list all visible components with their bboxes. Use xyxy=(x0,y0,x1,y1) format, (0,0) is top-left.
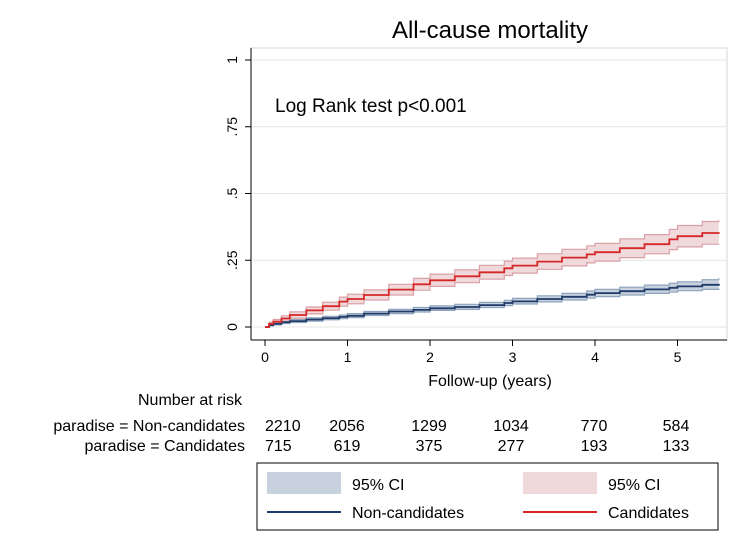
legend-swatch-ci-non-candidates xyxy=(267,472,341,494)
legend-label-ci-non-candidates: 95% CI xyxy=(352,477,404,494)
risk-row-label-non-candidates: paradise = Non-candidates xyxy=(53,418,245,435)
x-axis-label: Follow-up (years) xyxy=(428,373,552,390)
x-tick-label-3: 3 xyxy=(509,349,517,365)
ci-upper-non-candidates xyxy=(265,278,720,328)
ci-upper-candidates xyxy=(265,220,720,328)
risk-value-row0-col0: 2210 xyxy=(265,418,301,435)
gridlines xyxy=(251,59,727,328)
x-tick-label-2: 2 xyxy=(426,349,434,365)
risk-value-row1-col2: 375 xyxy=(416,438,443,455)
plot-area xyxy=(250,47,728,341)
ci-bands xyxy=(265,220,720,328)
y-tick-label-1: .25 xyxy=(224,250,240,270)
x-tick-label-4: 4 xyxy=(591,349,599,365)
risk-value-row1-col4: 193 xyxy=(581,438,608,455)
risk-value-row0-col1: 2056 xyxy=(329,418,365,435)
ci-lower-non-candidates xyxy=(265,288,720,328)
y-tick-label-0: 0 xyxy=(224,323,240,331)
log-rank-annotation: Log Rank test p<0.001 xyxy=(275,96,467,117)
y-tick-label-2: .5 xyxy=(224,187,240,199)
x-axis: 0 1 2 3 4 5 xyxy=(251,339,727,365)
series-lines xyxy=(265,232,720,328)
risk-value-row0-col4: 770 xyxy=(581,418,608,435)
legend: 95% CI 95% CI Non-candidates Candidates xyxy=(256,462,719,531)
y-axis: 0 .25 .5 .75 1 xyxy=(224,48,252,340)
ci-lower-candidates xyxy=(265,243,720,328)
chart-title: All-cause mortality xyxy=(392,17,588,44)
risk-value-row0-col5: 584 xyxy=(663,418,690,435)
ci-band-candidates xyxy=(265,220,719,327)
survival-line-candidates xyxy=(265,232,720,328)
risk-table: Number at risk paradise = Non-candidates… xyxy=(53,392,689,455)
legend-swatch-ci-candidates xyxy=(523,472,597,494)
risk-table-header: Number at risk xyxy=(138,392,243,409)
legend-label-candidates: Candidates xyxy=(608,505,689,522)
y-tick-label-3: .75 xyxy=(224,117,240,137)
risk-value-row1-col1: 619 xyxy=(334,438,361,455)
x-tick-label-1: 1 xyxy=(344,349,352,365)
risk-values: 2210 2056 1299 1034 770 584 715 619 375 277 193 133 xyxy=(265,418,689,455)
survival-line-non-candidates xyxy=(265,283,720,328)
risk-value-row0-col3: 1034 xyxy=(493,418,529,435)
legend-label-ci-candidates: 95% CI xyxy=(608,477,660,494)
x-tick-label-0: 0 xyxy=(261,349,269,365)
legend-label-non-candidates: Non-candidates xyxy=(352,505,464,522)
risk-value-row1-col0: 715 xyxy=(265,438,292,455)
y-tick-label-4: 1 xyxy=(224,56,240,64)
risk-value-row0-col2: 1299 xyxy=(411,418,447,435)
risk-value-row1-col3: 277 xyxy=(498,438,525,455)
risk-value-row1-col5: 133 xyxy=(663,438,690,455)
risk-row-label-candidates: paradise = Candidates xyxy=(84,438,245,455)
x-tick-label-5: 5 xyxy=(674,349,682,365)
